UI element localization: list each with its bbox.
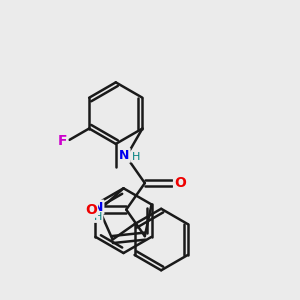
Text: H: H: [131, 152, 140, 162]
Text: N: N: [93, 200, 104, 214]
Text: O: O: [174, 176, 186, 190]
Text: N: N: [119, 149, 130, 162]
Text: F: F: [58, 134, 67, 148]
Text: H: H: [94, 212, 102, 222]
Text: O: O: [85, 202, 97, 217]
